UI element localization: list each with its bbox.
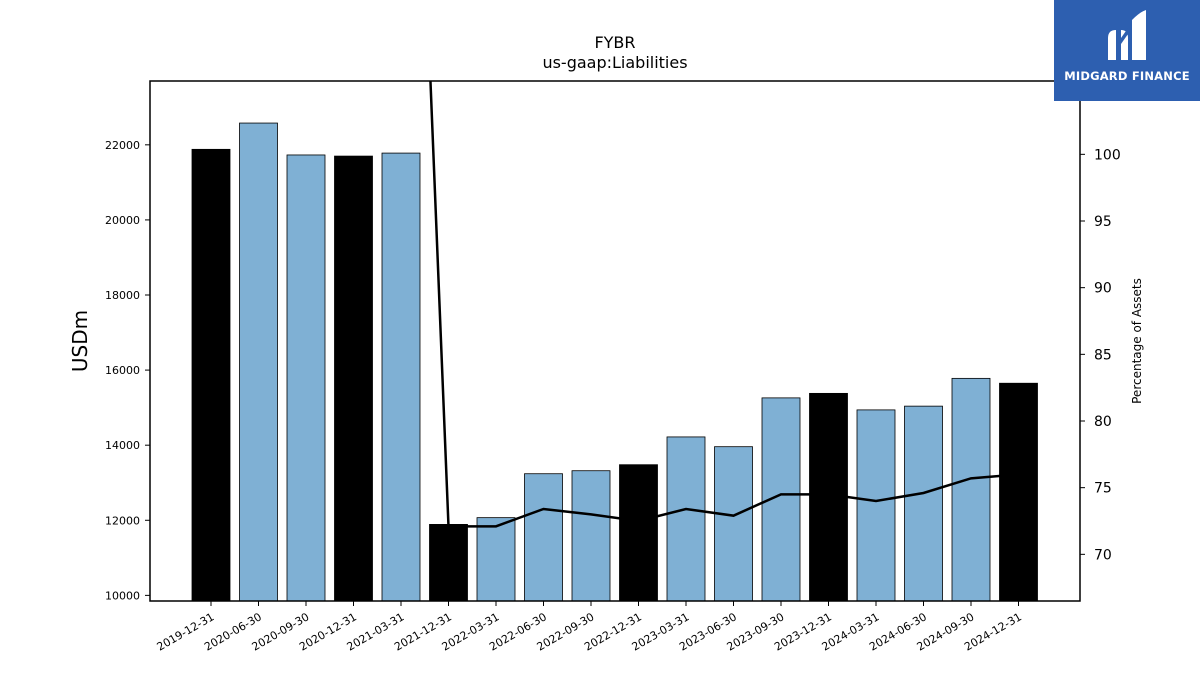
bar-2022-09-30 xyxy=(571,470,611,602)
pct-line-group xyxy=(429,81,1019,528)
y2-tick-label: 85 xyxy=(1094,347,1112,363)
y2-axis: 70 75 80 85 90 95 100 xyxy=(1080,147,1121,563)
y-tick-label: 12000 xyxy=(105,514,140,527)
logo-text: MIDGARD FINANCE xyxy=(1064,69,1190,83)
bar-2024-12-31 xyxy=(999,382,1038,602)
bar-2024-03-31 xyxy=(856,409,896,602)
bars-group xyxy=(191,122,1038,602)
chart-title: FYBR xyxy=(594,33,635,52)
y-tick-label: 20000 xyxy=(105,214,140,227)
bar-2022-03-31 xyxy=(476,517,516,602)
bar-2022-12-31 xyxy=(619,464,658,602)
y2-tick-label: 95 xyxy=(1094,214,1112,230)
brand-logo: MIDGARD FINANCE xyxy=(1054,0,1200,101)
y-axis-label: USDm xyxy=(68,310,92,372)
y2-tick-label: 80 xyxy=(1094,414,1112,430)
y-axis: 10000 12000 14000 16000 18000 20000 22000 xyxy=(105,139,150,602)
bar-2020-12-31 xyxy=(334,155,373,602)
bar-2024-06-30 xyxy=(904,405,943,602)
y2-tick-label: 75 xyxy=(1094,481,1112,497)
bar-2023-03-31 xyxy=(666,436,706,602)
chart-subtitle: us-gaap:Liabilities xyxy=(542,53,687,72)
y-tick-label: 18000 xyxy=(105,289,140,302)
bar-2022-06-30 xyxy=(524,473,563,602)
y2-tick-label: 100 xyxy=(1094,147,1121,163)
y-tick-label: 16000 xyxy=(105,364,140,377)
bar-2020-09-30 xyxy=(286,154,326,602)
y2-tick-label: 70 xyxy=(1094,547,1112,563)
y-tick-label: 14000 xyxy=(105,439,140,452)
bar-2024-09-30 xyxy=(951,377,991,602)
pct-of-assets-line xyxy=(429,81,1019,528)
logo-mark-icon xyxy=(1108,10,1146,60)
bar-2019-12-31 xyxy=(191,148,231,602)
y-tick-label: 22000 xyxy=(105,139,140,152)
plot-frame xyxy=(149,80,1081,602)
x-axis: 2019-12-312020-06-302020-09-302020-12-31… xyxy=(155,601,1024,654)
y2-axis-label: Percentage of Assets xyxy=(1130,278,1144,404)
bar-2020-06-30 xyxy=(239,122,278,602)
bar-2021-03-31 xyxy=(381,152,421,602)
bar-2021-12-31 xyxy=(429,524,468,602)
y2-tick-label: 90 xyxy=(1094,281,1112,297)
y-tick-label: 10000 xyxy=(105,589,140,602)
bar-2023-06-30 xyxy=(714,446,753,602)
